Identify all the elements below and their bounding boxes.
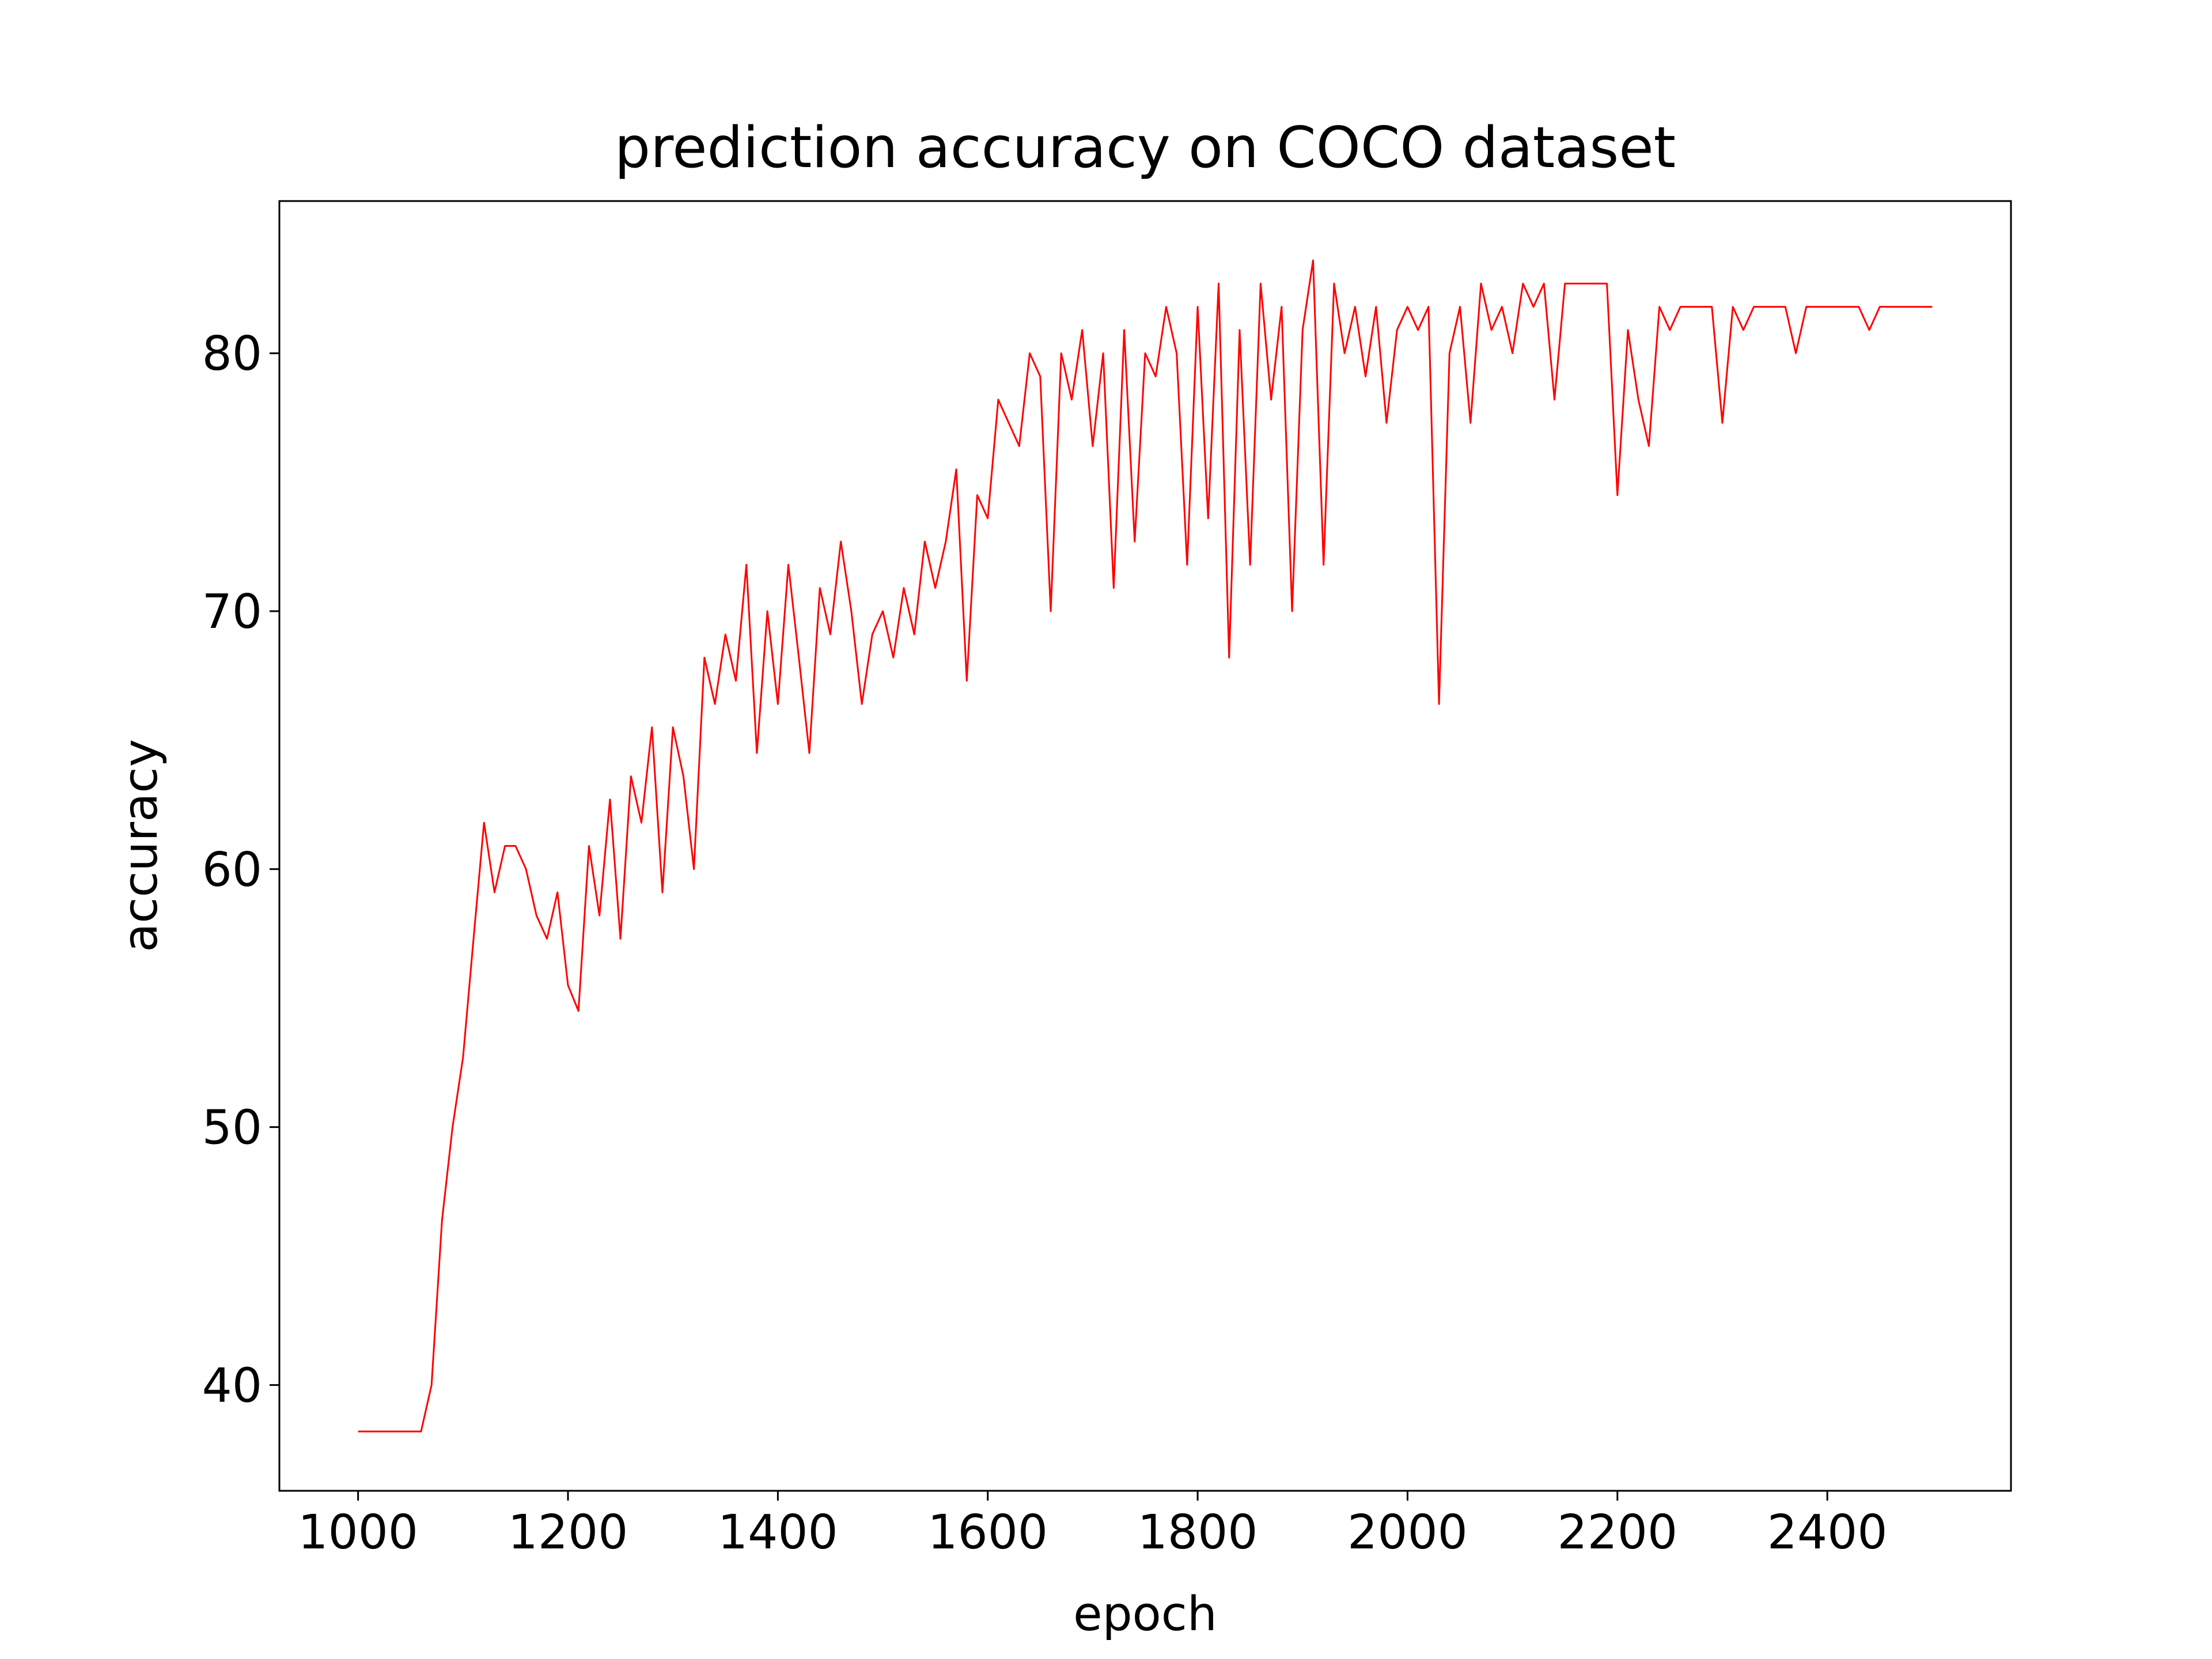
x-axis-label: epoch (1073, 1587, 1217, 1642)
y-tick-label: 40 (202, 1358, 262, 1413)
y-tick-label: 60 (202, 843, 262, 897)
x-tick-label: 1800 (1138, 1505, 1258, 1560)
x-tick-label: 1400 (718, 1505, 838, 1560)
y-tick-label: 80 (202, 327, 262, 381)
data-line (358, 259, 1933, 1433)
y-axis-label: accuracy (113, 739, 168, 952)
plot-frame (278, 200, 2012, 1492)
x-tick-label: 2200 (1557, 1505, 1677, 1560)
chart-title: prediction accuracy on COCO dataset (615, 115, 1676, 181)
x-tick-label: 1200 (508, 1505, 628, 1560)
x-tick-label: 2000 (1347, 1505, 1468, 1560)
y-tick-label: 50 (202, 1101, 262, 1156)
x-tick-label: 2400 (1767, 1505, 1888, 1560)
x-tick-label: 1000 (298, 1505, 418, 1560)
x-tick-label: 1600 (927, 1505, 1048, 1560)
y-tick-label: 70 (202, 585, 262, 639)
